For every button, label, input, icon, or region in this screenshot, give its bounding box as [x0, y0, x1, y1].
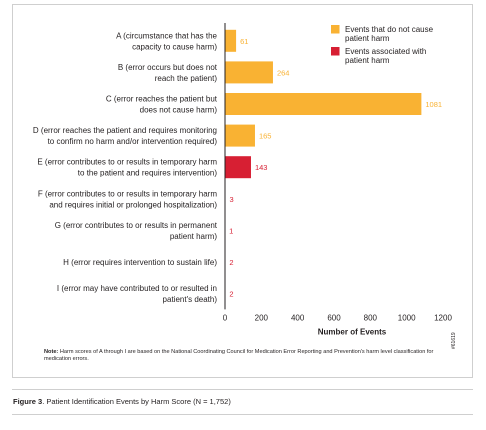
chart-note: Note: Harm scores of A through I are bas… [44, 349, 444, 363]
caption-divider-bottom [12, 414, 473, 415]
category-label: F (error contributes to or results in te… [38, 189, 218, 209]
caption-text: . Patient Identification Events by Harm … [42, 397, 231, 406]
legend-label: Events that do not cause patient harm [345, 25, 434, 43]
caption-divider-top [12, 389, 473, 390]
category-label: D (error reaches the patient and require… [33, 126, 217, 146]
x-tick-label: 1000 [398, 313, 416, 322]
caption-label: Figure 3 [13, 397, 43, 406]
x-tick-label: 1200 [434, 313, 452, 322]
x-tick-label: 800 [364, 313, 378, 322]
bar-value-label: 2 [229, 258, 233, 267]
bar [225, 156, 251, 179]
bar-value-label: 143 [255, 163, 268, 172]
bar [225, 29, 237, 52]
x-axis-title: Number of Events [318, 327, 387, 336]
legend-swatch [331, 25, 340, 34]
x-tick-label: 0 [223, 313, 228, 322]
bar-value-label: 264 [277, 68, 290, 77]
note-text: Harm scores of A through I are based on … [44, 349, 434, 362]
category-label: B (error occurs but does not reach the pa… [118, 63, 218, 83]
bar-chart: A (circumstance that has the capacity to … [33, 23, 452, 336]
bar-value-label: 1081 [425, 100, 442, 109]
bar-value-label: 61 [240, 37, 248, 46]
category-label: I (error may have contributed to or resu… [57, 284, 217, 304]
bar-value-label: 2 [229, 290, 233, 299]
bar-value-label: 165 [259, 132, 272, 141]
bar [225, 124, 255, 147]
category-label: A (circumstance that has the capacity to … [116, 31, 217, 51]
bar [225, 93, 422, 115]
bar [225, 61, 273, 84]
category-label: E (error contributes to or results in te… [37, 158, 217, 178]
figure-panel: A (circumstance that has the capacity to … [12, 4, 473, 378]
category-label: C (error reaches the patient but does not… [106, 95, 218, 115]
x-tick-label: 600 [327, 313, 341, 322]
bar-value-label: 1 [229, 226, 233, 235]
x-tick-label: 200 [255, 313, 269, 322]
x-tick-label: 400 [291, 313, 305, 322]
category-label: G (error contributes to or results in pe… [55, 221, 218, 241]
figure-code: #61619 [451, 332, 457, 349]
figure-caption: Figure 3. Patient Identification Events … [13, 397, 231, 406]
category-label: H (error requires intervention to sustai… [63, 258, 217, 267]
note-label: Note: [44, 349, 59, 355]
legend-swatch [331, 47, 340, 56]
bar-value-label: 3 [230, 195, 234, 204]
legend-label: Events associated with patient harm [345, 47, 426, 65]
